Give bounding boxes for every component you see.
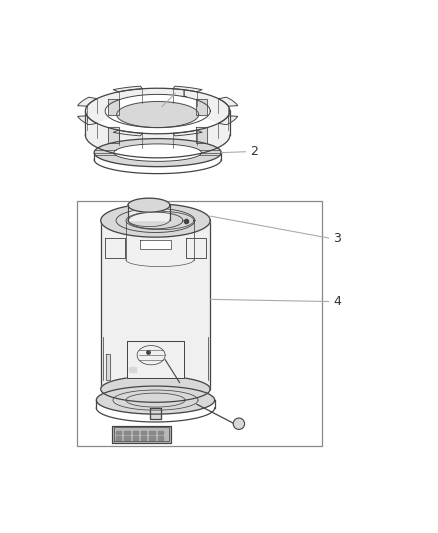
Polygon shape — [173, 86, 202, 92]
Text: 3: 3 — [333, 231, 341, 245]
Polygon shape — [78, 116, 97, 125]
Polygon shape — [128, 205, 170, 220]
Polygon shape — [106, 354, 110, 381]
Polygon shape — [105, 94, 210, 128]
Polygon shape — [127, 341, 184, 378]
Polygon shape — [149, 431, 155, 434]
Text: 4: 4 — [333, 295, 341, 308]
Bar — [112, 426, 171, 442]
Text: 1: 1 — [180, 87, 187, 100]
Polygon shape — [173, 130, 202, 136]
Polygon shape — [149, 437, 155, 440]
Polygon shape — [128, 198, 170, 212]
Bar — [196, 100, 207, 115]
Polygon shape — [158, 431, 163, 434]
Polygon shape — [94, 139, 221, 167]
Polygon shape — [113, 130, 142, 136]
Text: 2: 2 — [250, 146, 258, 158]
Polygon shape — [133, 431, 138, 434]
Polygon shape — [116, 431, 121, 434]
Polygon shape — [116, 437, 121, 440]
Bar — [108, 127, 119, 143]
Polygon shape — [105, 238, 125, 258]
Bar — [196, 127, 207, 143]
Polygon shape — [141, 431, 146, 434]
Circle shape — [233, 418, 244, 430]
Polygon shape — [124, 437, 130, 440]
Polygon shape — [140, 240, 171, 249]
Polygon shape — [78, 97, 97, 106]
Polygon shape — [133, 437, 138, 440]
Polygon shape — [219, 116, 238, 125]
Polygon shape — [129, 367, 136, 372]
Bar — [77, 201, 322, 446]
Polygon shape — [219, 97, 238, 106]
Polygon shape — [114, 144, 201, 161]
Polygon shape — [101, 221, 210, 389]
Polygon shape — [85, 88, 230, 158]
Polygon shape — [150, 408, 161, 419]
Bar — [108, 100, 119, 115]
Polygon shape — [141, 437, 146, 440]
Polygon shape — [124, 431, 130, 434]
Polygon shape — [117, 101, 199, 127]
Polygon shape — [101, 376, 210, 402]
Polygon shape — [96, 386, 215, 414]
Polygon shape — [158, 437, 163, 440]
Polygon shape — [186, 238, 206, 258]
Polygon shape — [113, 86, 142, 92]
Polygon shape — [101, 204, 210, 237]
